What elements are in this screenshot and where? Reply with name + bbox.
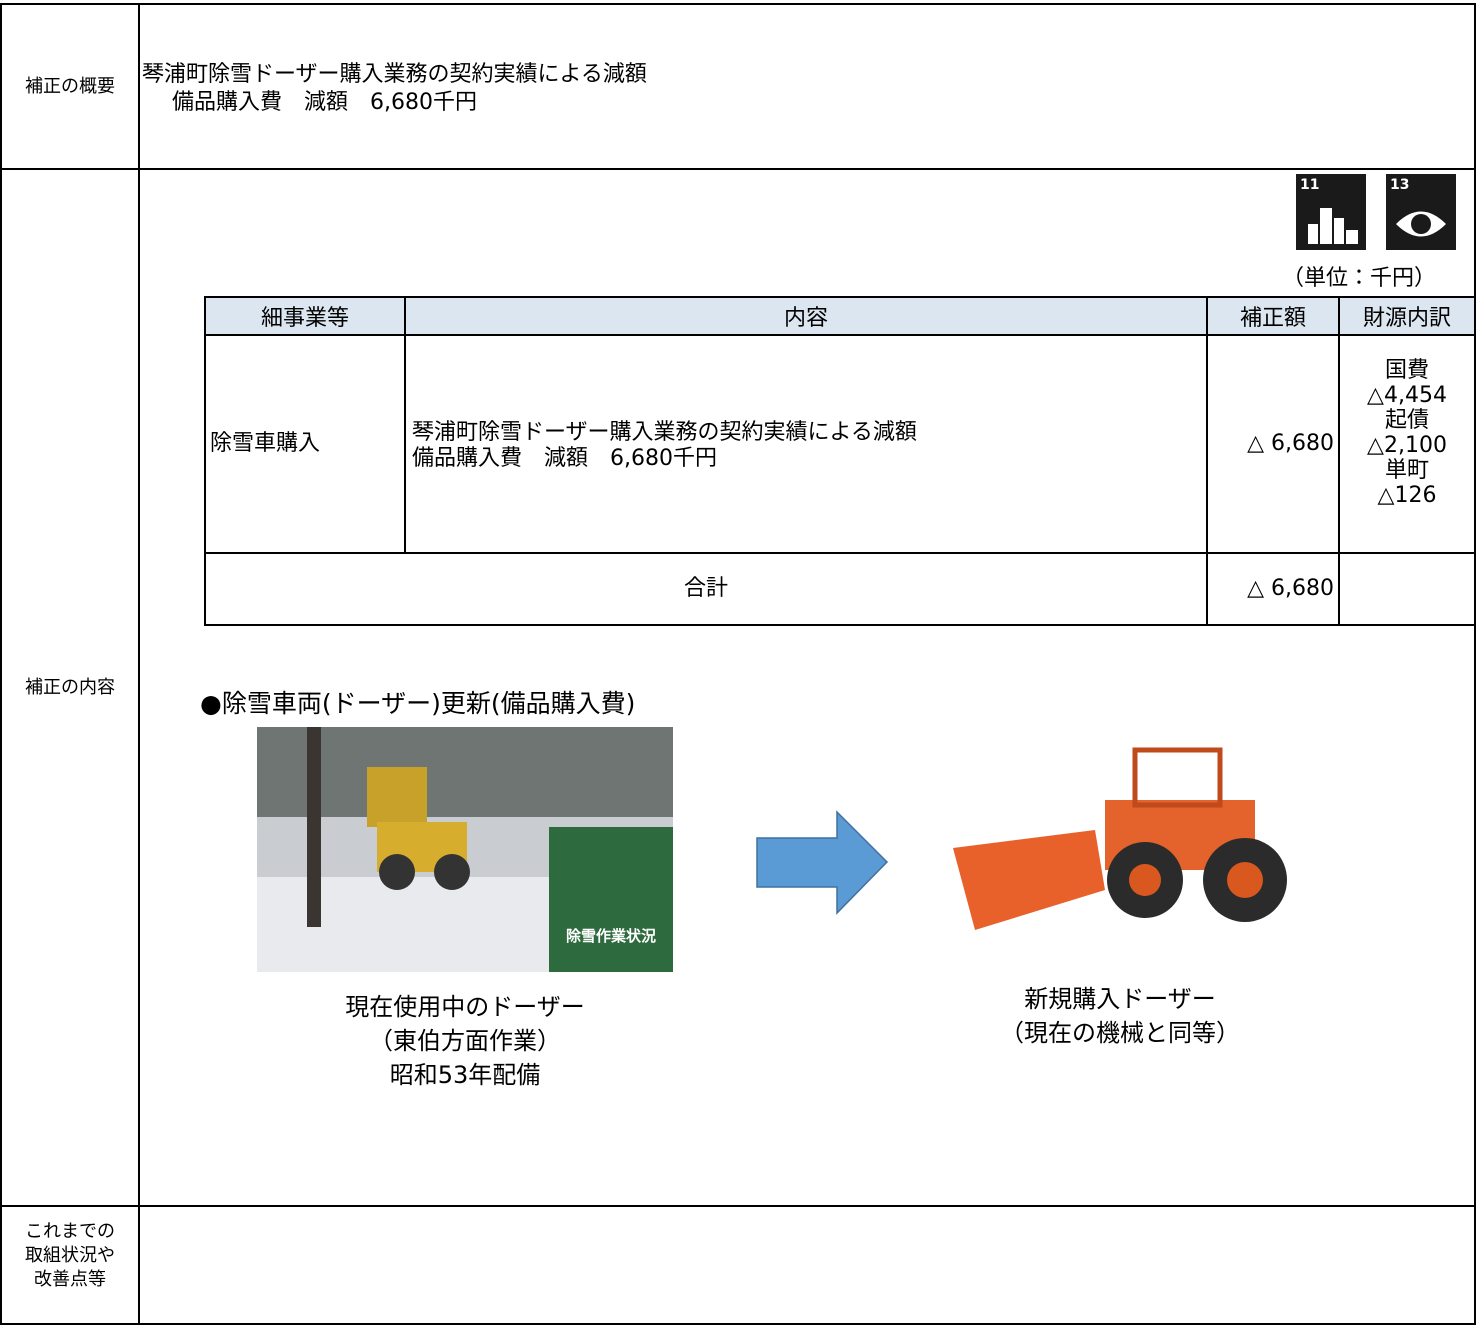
sdg-icons: 11 13 xyxy=(1296,174,1456,250)
section-heading: ●除雪車両(ドーザー)更新(備品購入費) xyxy=(200,689,636,718)
caption-line: 新規購入ドーザー xyxy=(1024,985,1216,1013)
summary-line: 琴浦町除雪ドーザー購入業務の契約実績による減額 xyxy=(142,62,647,87)
summary-line: 備品購入費 減額 6,680千円 xyxy=(172,90,477,115)
photo-current: 除雪作業状況 xyxy=(257,727,673,972)
source-line: △126 xyxy=(1377,483,1437,508)
total-amount: △ 6,680 xyxy=(1206,552,1340,626)
label-line: これまでの xyxy=(25,1221,115,1242)
photo-new xyxy=(953,747,1287,930)
caption-line: （東伯方面作業） xyxy=(369,1027,561,1055)
sdg-number: 11 xyxy=(1300,177,1319,193)
row-label: これまでの 取組状況や 改善点等 xyxy=(0,1220,140,1292)
table-cell: 琴浦町除雪ドーザー購入業務の契約実績による減額 備品購入費 減額 6,680千円 xyxy=(404,334,1208,554)
table-cell xyxy=(1338,552,1476,626)
unit: （単位：千円） xyxy=(1282,266,1437,291)
table-header: 内容 xyxy=(404,296,1208,336)
sdg-number: 13 xyxy=(1390,177,1409,193)
label-line: 改善点等 xyxy=(34,1269,106,1290)
caption-line: （現在の機械と同等） xyxy=(1000,1019,1240,1047)
table-header: 財源内訳 xyxy=(1338,296,1476,336)
caption: 新規購入ドーザー （現在の機械と同等） xyxy=(945,982,1295,1050)
caption: 現在使用中のドーザー （東伯方面作業） 昭和53年配備 xyxy=(257,990,673,1092)
table-header: 細事業等 xyxy=(204,296,406,336)
source-line: △4,454 xyxy=(1367,383,1447,408)
source-line: 国費 xyxy=(1384,358,1429,383)
cell-line: 備品購入費 減額 6,680千円 xyxy=(412,446,717,471)
source-line: 単町 xyxy=(1384,458,1429,483)
table-cell: △ 6,680 xyxy=(1206,334,1340,554)
arrow xyxy=(756,810,889,915)
source-line: △2,100 xyxy=(1367,433,1447,458)
table-cell: 国費 △4,454 起債 △2,100 単町 △126 xyxy=(1338,334,1476,554)
source-line: 起債 xyxy=(1384,408,1429,433)
cell-line: 琴浦町除雪ドーザー購入業務の契約実績による減額 xyxy=(412,420,917,445)
table-cell: 除雪車購入 xyxy=(204,334,406,554)
row-label: 補正の概要 xyxy=(25,75,115,97)
sign-text: 除雪作業状況 xyxy=(566,927,656,945)
caption-line: 昭和53年配備 xyxy=(389,1061,541,1089)
caption-line: 現在使用中のドーザー xyxy=(345,993,585,1021)
cell xyxy=(138,1205,1476,1325)
total-label: 合計 xyxy=(204,552,1208,626)
label-line: 取組状況や xyxy=(25,1245,115,1266)
row-label: 補正の内容 xyxy=(25,676,115,698)
table-header: 補正額 xyxy=(1206,296,1340,336)
